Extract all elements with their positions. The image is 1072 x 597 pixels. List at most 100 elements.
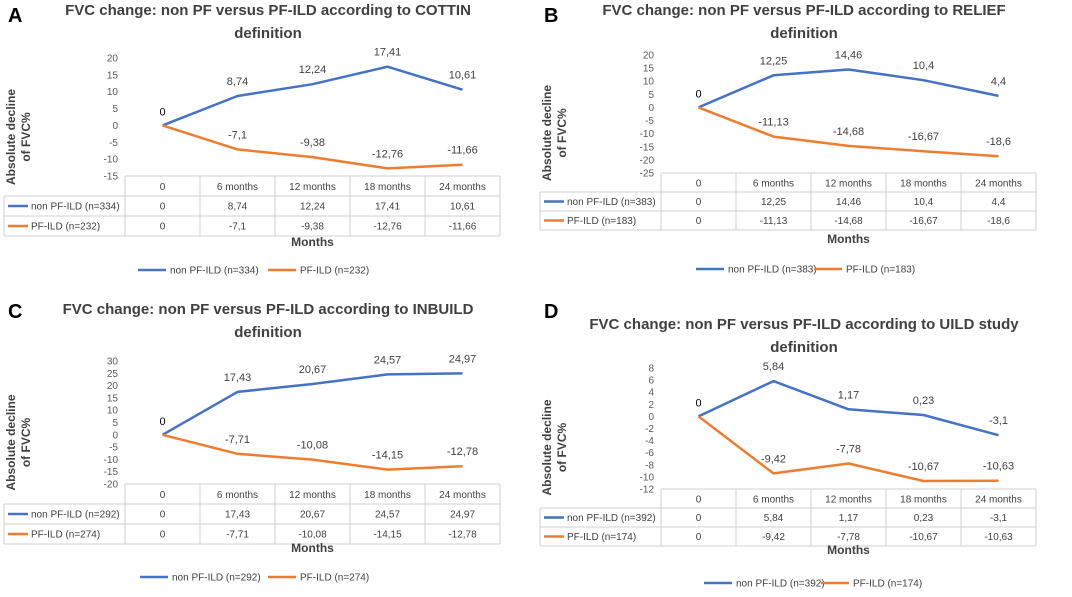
y-tick-label: 15 <box>107 393 119 404</box>
chart-a-svg: A FVC change: non PF versus PF-ILD accord… <box>3 2 501 277</box>
y-tick-label: 20 <box>107 381 119 392</box>
y-tick-label: -10 <box>104 155 119 166</box>
y-tick-label: 20 <box>643 51 655 62</box>
legend-label: PF-ILD (n=183) <box>846 265 915 276</box>
series-line-non-pf-ild <box>697 379 999 437</box>
data-label: 0 <box>695 88 701 100</box>
y-tick-label: -5 <box>109 138 118 149</box>
data-label: 0 <box>159 416 165 428</box>
chart-panel-a: A FVC change: non PF versus PF-ILD accord… <box>0 0 536 296</box>
chart-c-svg: C FVC change: non PF versus PF-ILD accord… <box>3 301 501 584</box>
table-cell: -14,68 <box>834 216 863 227</box>
table-cell: 1,17 <box>839 513 859 524</box>
y-tick-label: -5 <box>645 116 654 127</box>
x-category-label: 12 months <box>825 495 872 506</box>
series-line-non-pf-ild <box>161 372 463 436</box>
table-cell: 0 <box>696 532 702 543</box>
x-category-label: 0 <box>696 179 702 190</box>
table-cell: 0 <box>696 197 702 208</box>
x-category-label: 24 months <box>439 182 486 193</box>
table-cell: 0 <box>696 216 702 227</box>
x-category-label: 18 months <box>900 179 947 190</box>
x-category-label: 18 months <box>364 182 411 193</box>
data-label: -7,71 <box>225 434 250 446</box>
y-axis-label: of FVC% <box>555 423 569 473</box>
y-tick-label: 0 <box>112 121 118 132</box>
y-tick-label: -8 <box>645 460 654 471</box>
y-tick-label: 4 <box>648 388 654 399</box>
y-tick-label: 25 <box>107 369 119 380</box>
data-label: -10,08 <box>297 440 328 452</box>
data-label: -14,15 <box>372 450 403 462</box>
series-line-pf-ild <box>162 124 463 170</box>
data-label: -11,13 <box>758 117 788 129</box>
x-category-label: 0 <box>160 182 166 193</box>
series-line-pf-ild <box>697 415 999 483</box>
table-cell: -10,63 <box>984 532 1013 543</box>
panel-letter: D <box>544 301 558 323</box>
table-cell: -7,71 <box>226 530 249 541</box>
table-cell: 8,74 <box>228 202 248 213</box>
y-tick-label: 5 <box>648 90 654 101</box>
y-tick-label: 5 <box>112 104 118 115</box>
data-label: 20,67 <box>299 364 327 376</box>
y-tick-label: 10 <box>107 406 119 417</box>
x-category-label: 6 months <box>753 495 794 506</box>
data-label: -16,67 <box>908 131 939 143</box>
data-label: 10,4 <box>913 60 934 72</box>
data-label: -9,42 <box>761 453 786 465</box>
chart-title: FVC change: non PF versus PF-ILD accordi… <box>602 2 1005 19</box>
data-label: -9,38 <box>300 137 325 149</box>
panel-letter: C <box>8 301 22 323</box>
legend-label: non PF-ILD (n=292) <box>172 573 261 584</box>
y-tick-label: 2 <box>648 400 654 411</box>
y-tick-label: 0 <box>648 412 654 423</box>
data-label: -11,66 <box>447 145 477 157</box>
x-category-label: 18 months <box>364 490 411 501</box>
y-axis-label: Absolute decline <box>4 394 18 490</box>
table-cell: -16,67 <box>909 216 938 227</box>
table-cell: 17,41 <box>375 202 400 213</box>
data-label: 17,41 <box>374 47 402 59</box>
table-cell: 10,61 <box>450 202 475 213</box>
y-tick-label: -15 <box>104 172 119 183</box>
table-cell: -7,78 <box>837 532 860 543</box>
y-tick-label: -20 <box>640 155 655 166</box>
table-cell: -7,1 <box>229 222 247 233</box>
y-axis-label: of FVC% <box>19 112 33 162</box>
chart-panel-d: D FVC change: non PF versus PF-ILD accord… <box>536 296 1072 592</box>
y-tick-label: 30 <box>107 357 119 368</box>
table-cell: 17,43 <box>225 510 250 521</box>
table-cell: 0,23 <box>914 513 934 524</box>
legend-label: non PF-ILD (n=383) <box>728 265 817 276</box>
legend-label: PF-ILD (n=274) <box>300 573 369 584</box>
data-label: -7,78 <box>836 443 861 455</box>
y-tick-label: 20 <box>107 54 119 65</box>
chart-b-svg: B FVC change: non PF versus PF-ILD accord… <box>539 2 1037 276</box>
x-category-label: 0 <box>160 490 166 501</box>
chart-title: FVC change: non PF versus PF-ILD accordi… <box>589 316 1019 333</box>
data-label: -10,63 <box>983 461 1014 473</box>
data-label: 5,84 <box>763 361 784 373</box>
table-cell: 10,4 <box>914 197 934 208</box>
data-label: 10,61 <box>449 70 477 82</box>
x-category-label: 6 months <box>217 182 258 193</box>
x-axis-label: Months <box>827 232 870 246</box>
y-tick-label: 10 <box>107 87 119 98</box>
table-cell: 20,67 <box>300 510 325 521</box>
table-cell: -10,08 <box>298 530 327 541</box>
panel-letter: B <box>544 5 558 27</box>
legend-label: PF-ILD (n=232) <box>300 266 369 277</box>
y-tick-label: -10 <box>104 455 119 466</box>
data-label: 0 <box>695 397 701 409</box>
data-label: 8,74 <box>227 76 248 88</box>
series-line-pf-ild <box>698 106 999 158</box>
chart-title: FVC change: non PF versus PF-ILD accordi… <box>63 301 474 318</box>
table-cell: 12,24 <box>300 202 325 213</box>
chart-title: FVC change: non PF versus PF-ILD accordi… <box>65 2 471 19</box>
y-tick-label: 15 <box>643 64 655 75</box>
data-label: -10,67 <box>908 461 939 473</box>
y-tick-label: 10 <box>643 77 655 88</box>
y-tick-label: -25 <box>640 169 655 180</box>
table-cell: 12,25 <box>761 197 786 208</box>
